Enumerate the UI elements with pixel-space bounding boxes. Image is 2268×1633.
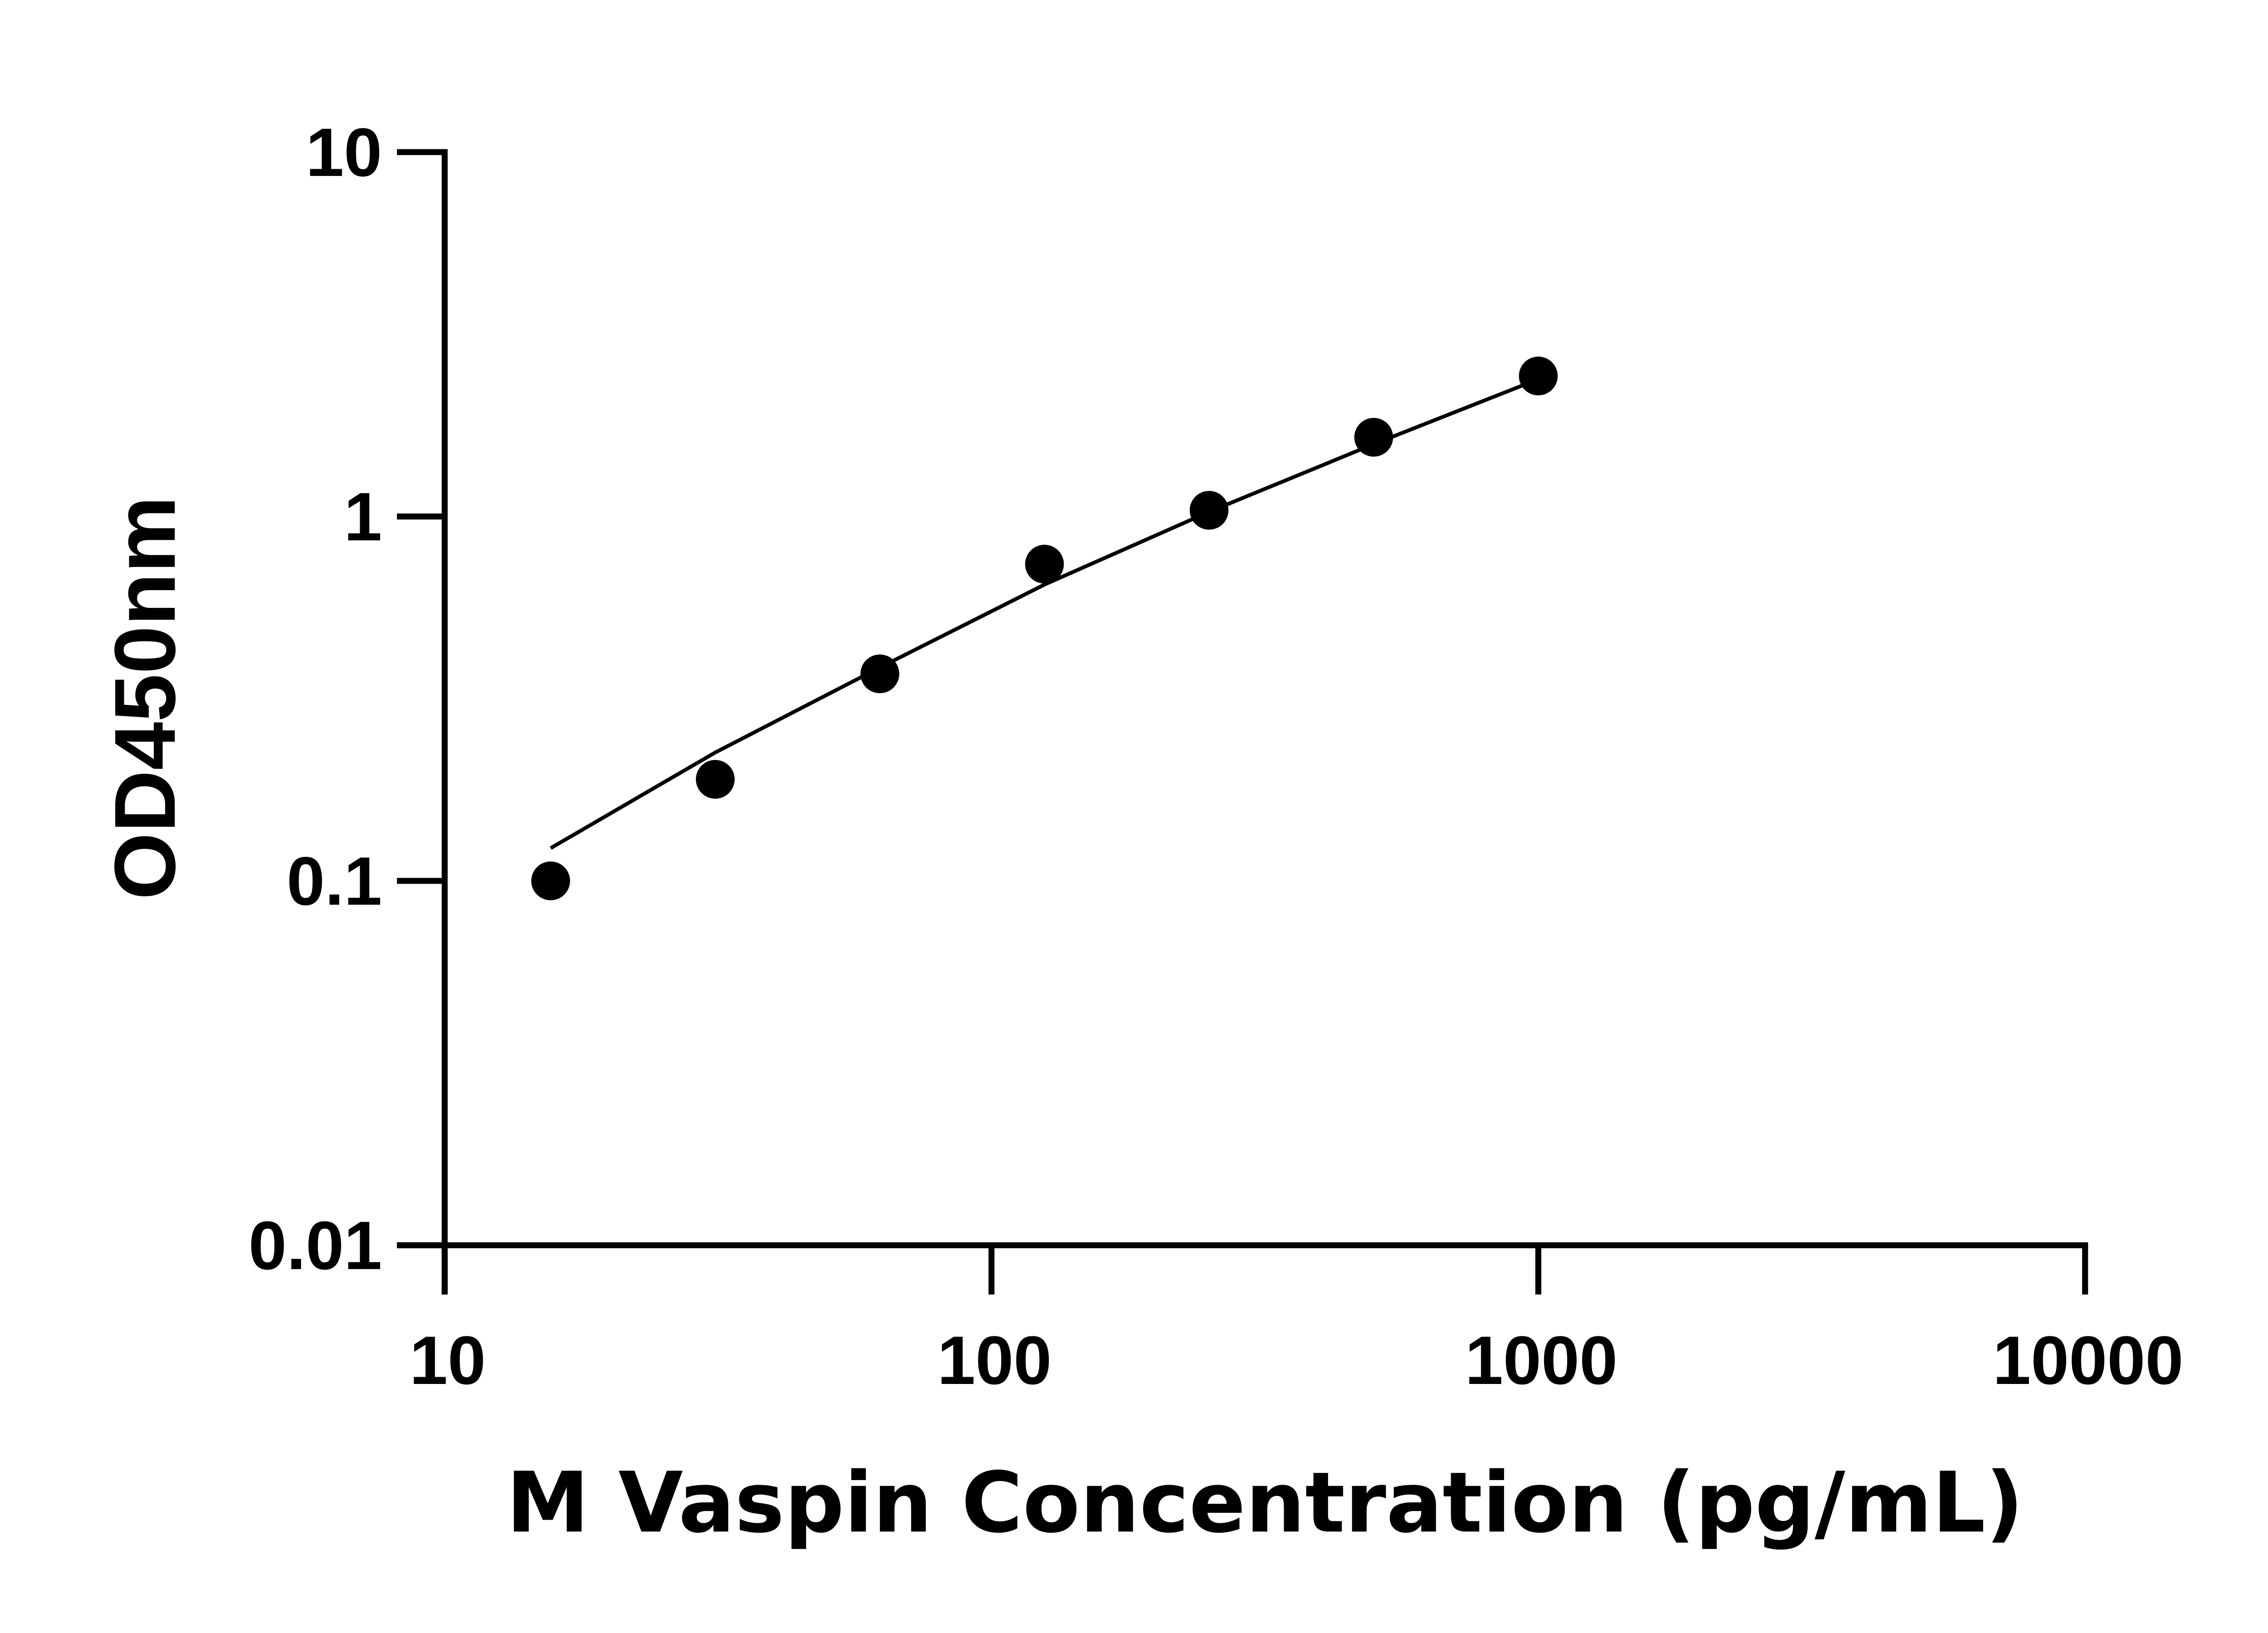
data-point [531, 861, 570, 900]
x-tick-label: 10000 [1993, 1322, 2184, 1399]
x-axis-title: M Vaspin Concentration (pg/mL) [506, 1454, 2024, 1551]
y-tick-label: 0.1 [287, 843, 382, 920]
data-point [1189, 491, 1229, 530]
y-tick-label: 0.01 [249, 1208, 382, 1284]
x-tick-label: 100 [937, 1322, 1051, 1399]
data-point [696, 760, 735, 799]
data-point [1354, 418, 1393, 457]
y-axis-title: OD450nm [97, 496, 193, 900]
y-tick-label: 10 [306, 114, 382, 191]
x-tick-label: 10 [410, 1322, 486, 1399]
x-tick-label: 1000 [1465, 1322, 1618, 1399]
data-point [1025, 544, 1064, 584]
axes [397, 149, 2088, 1295]
data-point [1519, 357, 1558, 396]
data-point [860, 654, 899, 694]
data-points [531, 357, 1558, 900]
ticks: 10 100 1000 10000 0.01 0.1 1 10 [249, 114, 2184, 1399]
y-tick-label: 1 [344, 479, 382, 555]
